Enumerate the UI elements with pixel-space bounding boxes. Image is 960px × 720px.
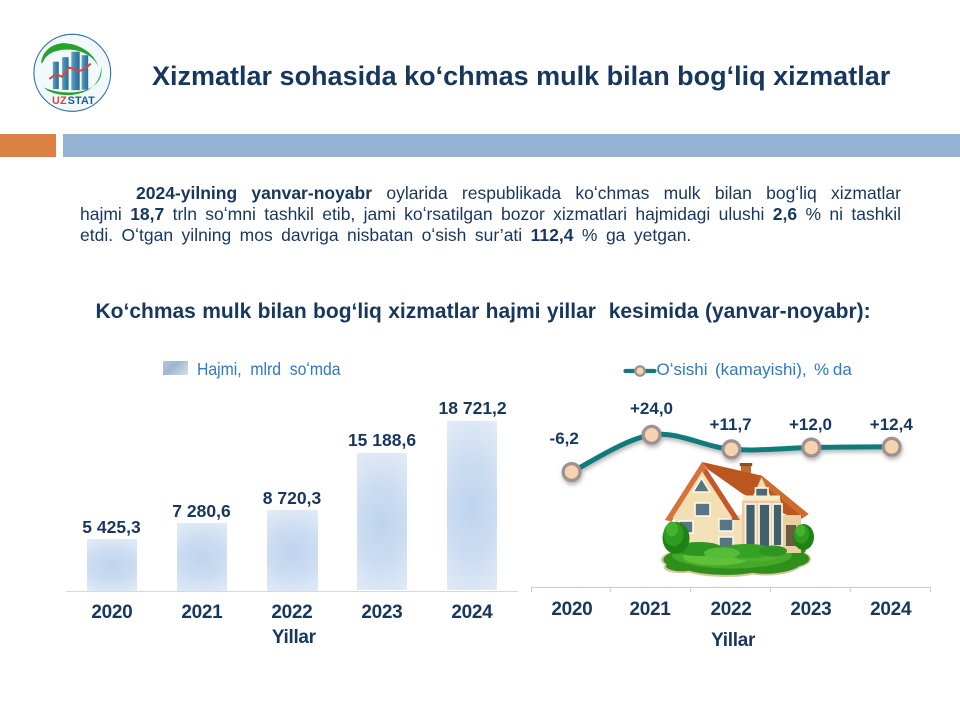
- svg-text:STAT: STAT: [68, 95, 96, 107]
- svg-text:UZ: UZ: [52, 95, 67, 107]
